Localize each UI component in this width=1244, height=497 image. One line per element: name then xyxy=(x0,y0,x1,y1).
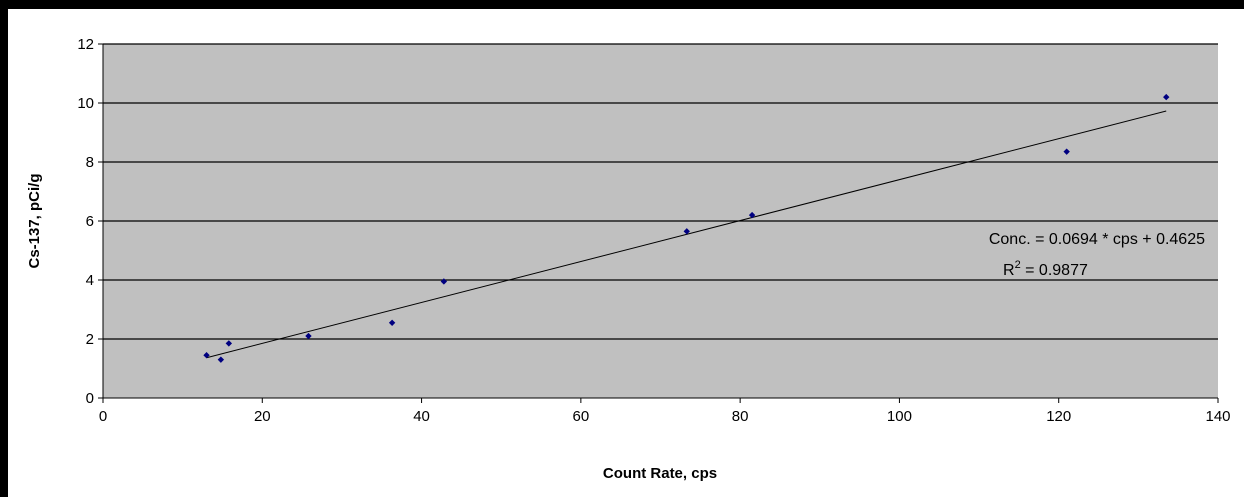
data-point-8 xyxy=(1063,148,1070,155)
data-point-1 xyxy=(217,356,225,363)
chart-frame: 0 20 40 60 80 100 120 140 0 2 4 6 8 10 12 Conc. = 0.0… xyxy=(8,9,1244,497)
y-tick-label-3: 6 xyxy=(86,213,94,230)
data-points xyxy=(203,93,1170,363)
y-tick-label-4: 8 xyxy=(86,154,94,171)
data-point-5 xyxy=(440,278,448,285)
data-point-4 xyxy=(388,319,396,326)
r-squared-value: = 0.9877 xyxy=(1021,262,1088,279)
r-squared-superscript: 2 xyxy=(1015,259,1021,271)
r-squared-r: R xyxy=(1003,262,1015,279)
x-ticks: 0 20 40 60 80 100 120 140 xyxy=(99,398,1231,425)
y-tick-label-5: 10 xyxy=(77,95,94,112)
x-tick-label-7: 140 xyxy=(1205,408,1230,425)
x-tick-label-4: 80 xyxy=(732,408,749,425)
y-axis-title: Cs-137, pCi/g xyxy=(26,173,43,268)
x-tick-label-0: 0 xyxy=(99,408,107,425)
data-point-0 xyxy=(203,352,210,359)
trendline xyxy=(206,110,1167,359)
data-point-3 xyxy=(305,332,312,340)
scatter-chart: 0 20 40 60 80 100 120 140 0 2 4 6 8 10 12 Conc. = 0.0… xyxy=(26,36,1231,482)
equation-label: Conc. = 0.0694 * cps + 0.4625 xyxy=(989,231,1205,248)
y-tick-label-1: 2 xyxy=(86,331,94,348)
x-tick-label-5: 100 xyxy=(887,408,912,425)
r-squared-label: R2 = 0.9877 xyxy=(1003,259,1088,279)
y-tick-label-2: 4 xyxy=(86,272,94,289)
y-tick-label-6: 12 xyxy=(77,36,94,53)
data-point-7 xyxy=(748,211,756,219)
data-point-9 xyxy=(1163,93,1170,101)
x-tick-label-2: 40 xyxy=(413,408,430,425)
gridlines xyxy=(103,43,1218,340)
x-axis-title: Count Rate, cps xyxy=(603,465,717,482)
x-tick-label-6: 120 xyxy=(1046,408,1071,425)
data-point-6 xyxy=(683,228,690,235)
x-tick-label-1: 20 xyxy=(254,408,271,425)
x-tick-label-3: 60 xyxy=(573,408,590,425)
y-tick-label-0: 0 xyxy=(86,390,94,407)
y-ticks: 0 2 4 6 8 10 12 xyxy=(77,36,103,407)
data-point-2 xyxy=(225,340,233,347)
